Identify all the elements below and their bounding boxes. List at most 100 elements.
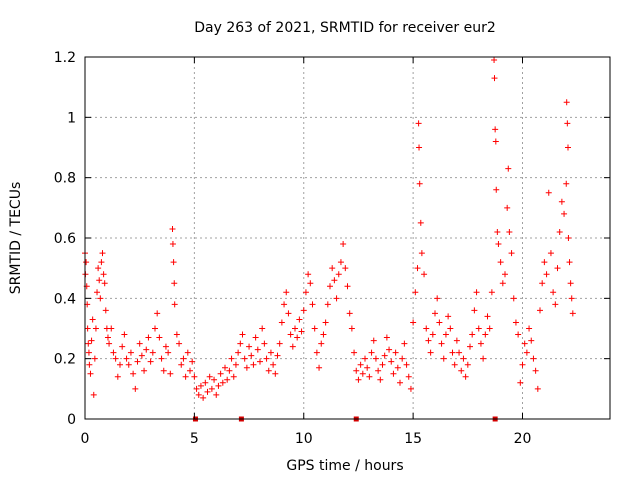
data-point bbox=[173, 331, 180, 338]
data-point bbox=[523, 349, 530, 356]
data-point bbox=[169, 241, 176, 248]
data-point bbox=[99, 250, 106, 257]
data-point bbox=[95, 265, 102, 272]
data-point bbox=[497, 259, 504, 266]
data-point bbox=[283, 289, 290, 296]
data-point bbox=[239, 331, 246, 338]
data-point bbox=[178, 361, 185, 368]
data-point bbox=[171, 301, 178, 308]
data-point bbox=[160, 367, 167, 374]
y-tick-label: 0.8 bbox=[54, 171, 76, 187]
data-point bbox=[372, 355, 379, 362]
data-point bbox=[397, 379, 403, 386]
data-point bbox=[278, 319, 285, 326]
data-point bbox=[390, 370, 397, 377]
data-point bbox=[204, 388, 211, 395]
data-point bbox=[211, 376, 218, 383]
data-point bbox=[85, 340, 92, 347]
data-point bbox=[445, 313, 452, 320]
data-point bbox=[143, 346, 150, 353]
data-point bbox=[558, 198, 565, 205]
data-point bbox=[316, 364, 323, 371]
data-point bbox=[259, 325, 266, 332]
data-point bbox=[517, 379, 524, 386]
data-point bbox=[112, 355, 119, 362]
y-axis-ticks: 0 0.2 0.4 0.6 0.8 1 1.2 bbox=[54, 50, 610, 428]
data-point bbox=[200, 394, 207, 401]
y-tick-label: 0.2 bbox=[54, 352, 76, 368]
data-point bbox=[495, 241, 502, 248]
data-point bbox=[189, 358, 196, 365]
data-point bbox=[285, 310, 292, 317]
data-point bbox=[415, 120, 422, 127]
data-point bbox=[458, 367, 465, 374]
data-point bbox=[169, 225, 176, 232]
data-point bbox=[512, 319, 519, 326]
data-point bbox=[565, 144, 571, 151]
data-point bbox=[106, 340, 113, 347]
data-point bbox=[359, 370, 366, 377]
data-point bbox=[368, 349, 375, 356]
data-point bbox=[342, 265, 349, 272]
data-point bbox=[85, 349, 92, 356]
data-point bbox=[235, 349, 242, 356]
y-tick-label: 0.6 bbox=[54, 231, 76, 247]
x-tick-label: 5 bbox=[190, 431, 199, 447]
data-point bbox=[170, 259, 177, 266]
data-point bbox=[417, 219, 424, 226]
data-point bbox=[154, 310, 161, 317]
data-point bbox=[274, 352, 281, 359]
data-point bbox=[506, 228, 513, 235]
data-point bbox=[532, 367, 539, 374]
data-point bbox=[294, 334, 301, 341]
data-point bbox=[510, 295, 517, 302]
data-point bbox=[88, 337, 95, 344]
data-point bbox=[412, 289, 419, 296]
data-point bbox=[327, 283, 333, 290]
data-point bbox=[505, 165, 512, 172]
data-point bbox=[195, 391, 202, 398]
data-point bbox=[241, 355, 248, 362]
data-point bbox=[486, 325, 493, 332]
data-point bbox=[488, 289, 495, 296]
data-point bbox=[469, 331, 476, 338]
data-point bbox=[246, 343, 253, 350]
data-point bbox=[545, 189, 552, 196]
data-point bbox=[217, 370, 224, 377]
data-point bbox=[421, 271, 428, 278]
data-point bbox=[232, 361, 239, 368]
data-point bbox=[416, 144, 423, 151]
data-point bbox=[202, 379, 209, 386]
data-point bbox=[370, 337, 377, 344]
data-point bbox=[125, 361, 132, 368]
data-point bbox=[425, 337, 432, 344]
data-point bbox=[171, 280, 178, 287]
data-point bbox=[318, 340, 325, 347]
data-point bbox=[467, 343, 473, 350]
data-point bbox=[222, 364, 228, 371]
data-point bbox=[563, 99, 570, 106]
data-point bbox=[309, 301, 316, 308]
data-point bbox=[462, 373, 469, 380]
data-point bbox=[213, 391, 220, 398]
data-point bbox=[329, 265, 336, 272]
data-point bbox=[132, 385, 139, 392]
data-point bbox=[561, 210, 568, 217]
data-point bbox=[228, 355, 235, 362]
data-point bbox=[86, 361, 93, 368]
data-point bbox=[215, 382, 222, 389]
data-point bbox=[237, 340, 244, 347]
data-point bbox=[149, 349, 156, 356]
data-point bbox=[552, 301, 559, 308]
data-point bbox=[322, 319, 329, 326]
data-point bbox=[92, 325, 99, 332]
data-point bbox=[519, 361, 526, 368]
data-point bbox=[302, 289, 309, 296]
data-point bbox=[394, 364, 401, 371]
data-point bbox=[114, 373, 121, 380]
data-point bbox=[145, 334, 152, 341]
data-point bbox=[550, 289, 557, 296]
data-point bbox=[337, 259, 344, 266]
data-point bbox=[263, 355, 270, 362]
data-point bbox=[418, 250, 425, 257]
